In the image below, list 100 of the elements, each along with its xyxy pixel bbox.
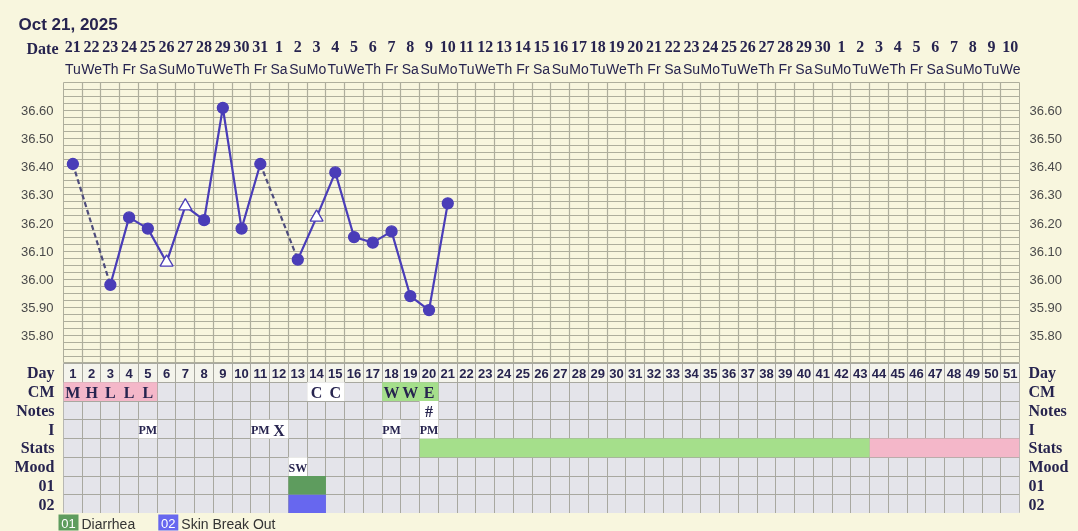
point: [347, 230, 361, 244]
x-tick-label: 16 Su: [551, 38, 569, 77]
y-tick-label: 36.50: [20, 131, 54, 147]
x-tick-label: 10: [234, 366, 249, 382]
point: [66, 157, 80, 171]
x-tick-label: 28 Fr: [777, 38, 794, 77]
x-tick-label: 42: [834, 366, 849, 382]
x-tick-label: 36: [721, 366, 737, 382]
x-tick-label: 19: [403, 366, 418, 382]
x-tick-label: 2: [88, 366, 96, 382]
x-tick-label: 30 Su: [814, 38, 832, 77]
point: [309, 209, 324, 222]
x-tick-label: 43: [852, 366, 868, 382]
x-tick-label: 20 Th: [627, 38, 644, 77]
x-tick-label: 6 Sa: [926, 38, 944, 77]
x-axis-title: Day: [26, 364, 55, 383]
x-tick-label: 2 Su: [289, 38, 307, 77]
x-tick-label: 6: [162, 366, 171, 382]
y-tick-label: 35.90: [20, 299, 54, 315]
x-tick-label: 21: [440, 366, 456, 382]
y-tick-label: CM: [27, 383, 55, 401]
annotation: L: [123, 384, 135, 402]
point: [254, 157, 267, 171]
x-tick-label: 44: [871, 366, 887, 382]
x-tick-label: 18: [384, 366, 399, 382]
y2-tick-label: 35.80: [1029, 327, 1063, 343]
x-tick-label: 13 Th: [495, 38, 513, 77]
point: [216, 101, 229, 114]
y2-tick-label: Mood: [1028, 458, 1069, 476]
annotation: L: [142, 384, 154, 402]
point: [178, 197, 193, 211]
x-tick-label: 24 Fr: [121, 38, 138, 77]
x-tick-label: 4: [125, 366, 134, 382]
x-tick-label: 10 We: [999, 38, 1021, 77]
annotation: C: [329, 384, 342, 402]
x-tick-label: 14 Fr: [514, 38, 531, 77]
y-tick-label: Notes: [16, 401, 55, 419]
x-tick-label: 9: [219, 366, 227, 382]
x-tick-label: 28 Tu: [196, 38, 213, 77]
x-tick-label: 45: [890, 366, 905, 382]
y2-tick-label: Notes: [1028, 401, 1067, 419]
x-tick-label: 22 We: [81, 38, 103, 77]
x-tick-label: 35: [702, 366, 718, 382]
x-tick-label: 6 Th: [364, 38, 381, 77]
x-tick-label: 7 Su: [945, 38, 963, 77]
x-tick-label: 15 Sa: [532, 38, 551, 77]
point: [385, 225, 398, 238]
x-tick-label: 3: [106, 366, 114, 382]
x-tick-label: 41: [815, 366, 830, 382]
y-tick-label: 36.10: [20, 243, 54, 259]
x-tick-label: 19 We: [606, 38, 628, 77]
point: [104, 278, 117, 291]
x-tick-label: 24 Mo: [700, 38, 721, 77]
x-tick-label: 25: [515, 366, 530, 382]
x-tick-label: 11 Tu: [458, 38, 475, 77]
y-tick-label: 36.60: [20, 103, 54, 119]
y-tick-label: 36.20: [20, 215, 54, 231]
x-tick-label: 27: [553, 366, 568, 382]
y2-tick-label: 36.50: [1029, 131, 1063, 147]
x-tick-label: 12 We: [474, 38, 496, 77]
annotation: SW: [288, 460, 308, 475]
x-tick-label: 17: [365, 366, 381, 382]
annotation: C: [310, 384, 323, 402]
x-tick-label: 50: [984, 366, 999, 382]
x-tick-label: 4 Tu: [327, 38, 344, 77]
y-tick-label: 36.40: [20, 159, 54, 175]
y2-tick-label: Stats: [1028, 439, 1063, 457]
y2-tick-label: CM: [1028, 383, 1056, 401]
x-tick-label: 29: [590, 366, 605, 382]
x-tick-label: 25 Tu: [720, 38, 737, 77]
x-tick-label: 7 Fr: [384, 38, 399, 77]
annotation: W: [402, 384, 419, 402]
x-tick-label: 17 Mo: [569, 38, 589, 77]
x-tick-label: 26 We: [737, 38, 759, 77]
y2-tick-label: 02: [1028, 495, 1045, 513]
point: [366, 236, 379, 249]
annotation: L: [105, 384, 116, 402]
x-tick-label: 37: [740, 366, 755, 382]
chart-title: Oct 21, 2025: [18, 15, 118, 34]
x-tick-label: 10 Mo: [438, 38, 458, 77]
x-tick-label: 21 Tu: [64, 38, 81, 77]
x-tick-label: 40: [796, 366, 812, 382]
point: [404, 289, 417, 303]
x-tick-label: 8 Mo: [962, 38, 983, 77]
x-tick-label: 8: [200, 366, 208, 382]
legend-label: Skin Break Out: [181, 515, 276, 531]
x-tick-label: 21 Fr: [645, 38, 662, 77]
annotation: #: [425, 402, 434, 420]
x-tick-label: 30: [609, 366, 624, 382]
y2-tick-label: 36.60: [1029, 103, 1063, 119]
point: [235, 222, 248, 235]
x-tick-label: 51: [1002, 366, 1018, 382]
annotation: E: [423, 384, 435, 402]
point: [122, 211, 136, 224]
x-tick-label: 26: [534, 366, 549, 382]
x-tick-label: 3 Mo: [306, 38, 327, 77]
y-tick-label: 01: [38, 476, 55, 494]
y2-tick-label: 35.90: [1029, 299, 1063, 315]
x-tick-label: 46: [909, 366, 924, 382]
annotation: H: [85, 384, 99, 402]
